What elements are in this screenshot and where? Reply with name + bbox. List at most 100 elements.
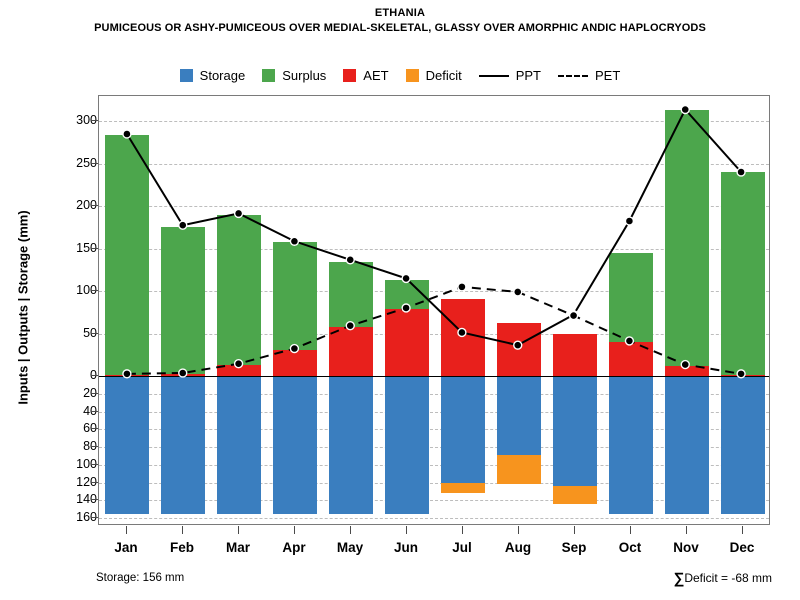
y-axis-tick-mark (91, 290, 98, 292)
y-axis-tick-mark (91, 517, 98, 518)
bar-group[interactable] (608, 96, 654, 524)
bar-group[interactable] (104, 96, 150, 524)
zero-line (99, 376, 769, 377)
bar-segment-storage (440, 376, 486, 483)
gridline (99, 121, 769, 123)
gridline (99, 248, 769, 250)
gridline (99, 464, 769, 466)
data-point-ppt[interactable] (680, 104, 690, 115)
data-point-pet[interactable] (513, 287, 523, 297)
chart-subtitle: PUMICEOUS OR ASHY-PUMICEOUS OVER MEDIAL-… (94, 22, 706, 34)
bar-group[interactable] (720, 96, 766, 524)
legend-label: PET (595, 68, 621, 83)
bar-group[interactable] (216, 96, 262, 524)
bar-group[interactable] (272, 96, 318, 524)
y-axis-tick-label: 40 (83, 403, 97, 418)
x-axis-tick-mark (350, 526, 351, 534)
bar-segment-storage (552, 376, 598, 487)
data-point-ppt[interactable] (624, 216, 635, 226)
data-point-ppt[interactable] (457, 327, 467, 338)
x-axis-tick-mark (406, 526, 407, 534)
data-point-pet[interactable] (233, 359, 244, 369)
bar-group[interactable] (384, 96, 430, 524)
bar-segment-storage (720, 376, 766, 515)
x-axis-tick-mark (182, 526, 183, 534)
x-axis-tick-mark (574, 526, 575, 534)
legend-swatch-storage-icon (179, 69, 193, 82)
gridline (99, 429, 769, 431)
legend-item-aet[interactable]: AET (343, 68, 389, 83)
x-axis-tick-mark (742, 526, 743, 534)
y-axis-tick-mark (91, 499, 98, 501)
y-axis-tick-label: 100 (76, 456, 97, 471)
legend-item-ppt[interactable]: PPT (478, 68, 542, 83)
data-point-pet[interactable] (736, 369, 746, 379)
data-point-ppt[interactable] (736, 167, 746, 177)
legend-item-surplus[interactable]: Surplus (262, 68, 326, 83)
x-axis-label-aug: Aug (504, 540, 532, 555)
y-axis-tick-label: 80 (83, 439, 97, 453)
data-point-pet[interactable] (289, 343, 300, 354)
chart-legend: Storage Surplus AET Deficit PPT PET (0, 68, 800, 83)
x-axis-label-apr: Apr (282, 540, 306, 555)
data-point-pet[interactable] (345, 321, 355, 331)
bar-segment-storage (608, 376, 654, 515)
gridline (99, 393, 769, 395)
plot-area (98, 95, 770, 525)
bar-group[interactable] (552, 96, 598, 524)
legend-label: AET (363, 68, 389, 83)
data-point-ppt[interactable] (289, 236, 300, 246)
gridline (99, 291, 769, 293)
data-point-ppt[interactable] (345, 255, 355, 265)
y-axis-tick-label: 250 (76, 155, 97, 170)
bar-segment-deficit (440, 482, 486, 494)
y-axis-tick-label: 150 (76, 240, 97, 255)
y-axis-tick-label: 50 (83, 325, 97, 340)
bar-group[interactable] (440, 96, 486, 524)
legend-item-deficit[interactable]: Deficit (405, 68, 462, 83)
sigma-symbol: ∑ (673, 570, 685, 587)
bar-group[interactable] (496, 96, 542, 524)
series-line-ppt (126, 107, 742, 347)
bar-segment-storage (216, 376, 262, 515)
data-point-ppt[interactable] (401, 273, 411, 284)
deficit-note: ∑Deficit = -68 mm (674, 570, 772, 587)
bar-group[interactable] (664, 96, 710, 524)
gridline (99, 447, 769, 448)
data-point-ppt[interactable] (513, 340, 523, 350)
data-point-pet[interactable] (457, 282, 467, 292)
data-point-pet[interactable] (568, 310, 579, 321)
bar-segment-storage (104, 376, 150, 515)
data-point-pet[interactable] (624, 336, 635, 346)
data-point-ppt[interactable] (178, 220, 188, 230)
line-layer (122, 104, 746, 379)
legend-label: Deficit (425, 68, 462, 83)
data-point-ppt[interactable] (233, 208, 244, 219)
legend-swatch-aet-icon (343, 69, 357, 82)
y-axis-tick-label: 20 (83, 385, 97, 400)
legend-label: PPT (515, 68, 542, 83)
x-axis-label-oct: Oct (618, 540, 642, 555)
data-point-pet[interactable] (122, 369, 132, 379)
y-axis-tick-mark (91, 446, 98, 447)
legend-item-pet[interactable]: PET (558, 68, 620, 83)
y-axis-tick-label: 60 (83, 421, 97, 436)
bar-segment-storage (384, 376, 430, 515)
y-axis-tick-mark (91, 332, 98, 334)
bar-group[interactable] (328, 96, 374, 524)
gridline (99, 500, 769, 502)
x-axis-tick-mark (238, 526, 239, 534)
bar-segment-storage (272, 376, 318, 515)
y-axis-label: Inputs | Outputs | Storage (mm) (15, 210, 31, 405)
data-point-pet[interactable] (178, 368, 188, 378)
gridline (99, 206, 769, 208)
data-point-pet[interactable] (680, 359, 690, 370)
legend-swatch-deficit-icon (405, 69, 419, 82)
legend-label: Surplus (282, 68, 327, 83)
bar-segment-surplus (216, 214, 262, 365)
legend-item-storage[interactable]: Storage (179, 68, 245, 83)
bar-segment-storage (496, 376, 542, 455)
bar-segment-aet (328, 326, 374, 376)
data-point-pet[interactable] (401, 303, 411, 313)
data-point-ppt[interactable] (122, 129, 132, 139)
